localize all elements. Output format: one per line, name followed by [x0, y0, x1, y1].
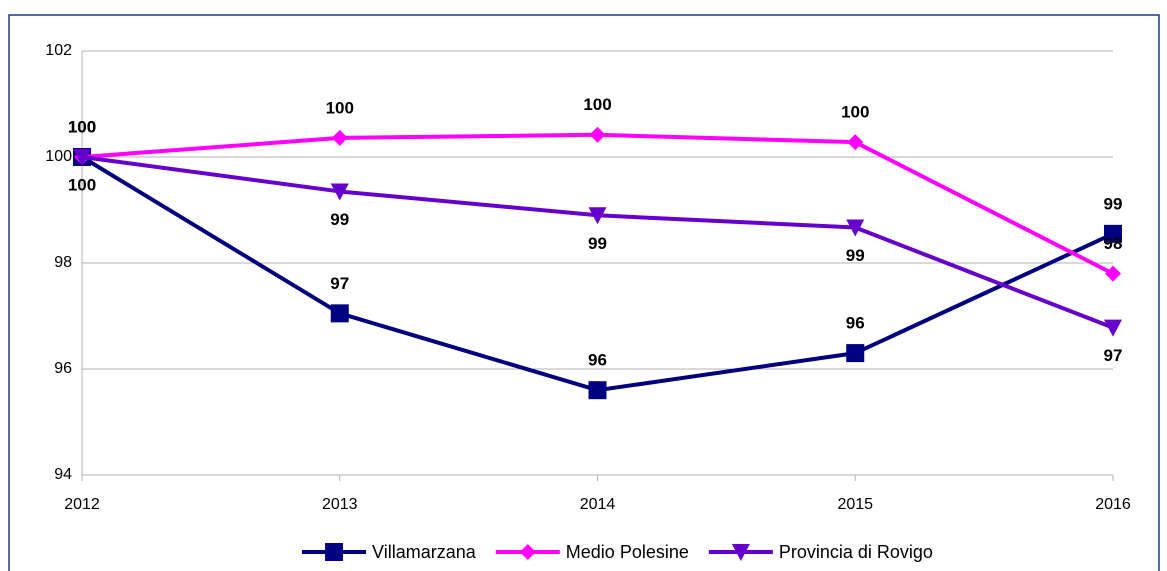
value-label: 100 [68, 117, 96, 136]
legend-marker [519, 544, 536, 560]
x-tick-label: 2013 [322, 496, 358, 513]
value-label: 100 [583, 95, 611, 114]
data-point [330, 304, 349, 323]
y-tick-label: 94 [54, 466, 72, 483]
value-label: 98 [1104, 234, 1123, 253]
data-point [589, 126, 606, 143]
chart-frame [8, 14, 1160, 571]
x-tick-label: 2012 [64, 496, 100, 513]
data-point [1104, 224, 1122, 243]
value-label: 97 [330, 274, 349, 293]
x-tick-label: 2014 [580, 496, 616, 513]
y-tick-label: 100 [45, 148, 72, 165]
legend-item: Provincia di Rovigo [708, 542, 933, 562]
value-label: 100 [841, 103, 869, 122]
data-point [588, 381, 607, 400]
value-label: 97 [1104, 346, 1123, 365]
legend-label: Provincia di Rovigo [779, 542, 933, 562]
value-label: 100 [68, 117, 96, 136]
value-label: 99 [588, 234, 607, 253]
x-tick-label: 2015 [837, 496, 873, 513]
data-point [846, 344, 865, 363]
x-tick-label: 2016 [1095, 496, 1131, 513]
y-tick-label: 102 [45, 42, 72, 59]
legend-item: Medio Polesine [495, 542, 689, 562]
legend-marker [731, 544, 750, 561]
value-label: 99 [846, 246, 865, 265]
y-tick-label: 98 [54, 254, 72, 271]
data-point [73, 149, 91, 166]
data-point [1104, 319, 1122, 337]
value-label: 96 [588, 351, 607, 370]
data-point [847, 134, 864, 151]
value-label: 99 [1104, 194, 1123, 213]
value-label: 100 [68, 175, 96, 194]
value-label: 100 [326, 98, 354, 117]
data-point [331, 129, 348, 146]
data-point [330, 183, 349, 201]
legend-label: Medio Polesine [566, 542, 689, 562]
data-point [1105, 265, 1121, 282]
data-point [846, 219, 865, 237]
y-tick-label: 96 [54, 360, 72, 377]
data-point [588, 207, 607, 225]
value-label: 96 [846, 314, 865, 333]
legend: Villamarzana Medio Polesine Provincia di R… [302, 542, 933, 562]
legend-label: Villamarzana [372, 542, 477, 562]
value-label: 99 [330, 210, 349, 229]
legend-marker [325, 543, 344, 561]
legend-item: Villamarzana [302, 542, 477, 562]
